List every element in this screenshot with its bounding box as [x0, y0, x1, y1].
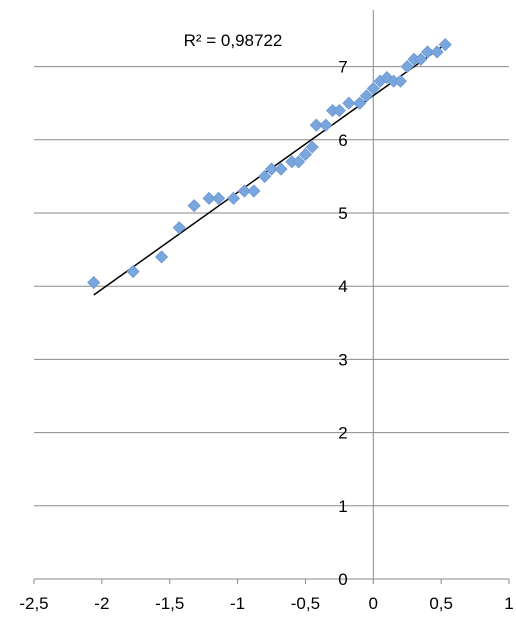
data-point-18 — [319, 118, 333, 132]
data-point-17 — [309, 118, 323, 132]
x-tick-label-5: 0 — [369, 594, 378, 613]
y-tick-label-6: 6 — [338, 131, 347, 150]
y-tick-label-5: 5 — [338, 204, 347, 223]
data-point-23 — [359, 89, 374, 103]
data-point-12 — [274, 162, 288, 176]
y-tick-labels: 0 1 2 3 4 5 6 7 — [338, 58, 347, 589]
data-point-2 — [155, 250, 169, 264]
data-point-5 — [202, 191, 216, 205]
data-point-4 — [187, 199, 201, 213]
data-point-11 — [264, 162, 279, 176]
x-tick-label-2: -1,5 — [155, 594, 184, 613]
data-point-1 — [126, 264, 140, 279]
data-point-10 — [258, 169, 272, 183]
data-point-9 — [247, 184, 261, 198]
data-points — [87, 38, 452, 290]
data-point-6 — [212, 191, 226, 205]
y-tick-label-3: 3 — [338, 350, 347, 369]
axes — [33, 10, 510, 584]
y-tick-label-2: 2 — [338, 424, 347, 443]
x-tick-labels: -2,5 -2 -1,5 -1 -0,5 0 0,5 1 — [19, 594, 513, 613]
data-point-14 — [292, 155, 306, 169]
data-point-33 — [430, 45, 444, 59]
data-point-32 — [421, 45, 435, 59]
data-point-15 — [298, 147, 312, 162]
x-tick-label-1: -2 — [94, 594, 109, 613]
data-point-34 — [438, 38, 452, 52]
data-point-29 — [400, 60, 414, 74]
data-point-7 — [226, 191, 241, 205]
data-point-16 — [305, 140, 319, 154]
x-tick-label-0: -2,5 — [19, 594, 48, 613]
y-tick-label-7: 7 — [338, 58, 347, 77]
data-point-28 — [393, 74, 407, 88]
data-point-8 — [237, 184, 251, 198]
data-point-20 — [332, 103, 346, 118]
data-point-22 — [353, 96, 367, 110]
r-squared-annotation: R² = 0,98722 — [184, 31, 283, 50]
data-point-31 — [414, 52, 428, 66]
data-point-21 — [342, 96, 356, 110]
x-tick-label-3: -1 — [230, 594, 245, 613]
data-point-0 — [87, 275, 101, 290]
x-tick-label-4: -0,5 — [291, 594, 320, 613]
y-tick-label-1: 1 — [338, 497, 347, 516]
grid-lines — [34, 66, 509, 580]
data-point-24 — [366, 81, 380, 96]
x-tick-label-7: 1 — [504, 594, 513, 613]
y-tick-label-0: 0 — [338, 570, 347, 589]
data-point-3 — [172, 221, 186, 235]
y-tick-label-4: 4 — [338, 277, 347, 296]
x-tick-label-6: 0,5 — [429, 594, 453, 613]
